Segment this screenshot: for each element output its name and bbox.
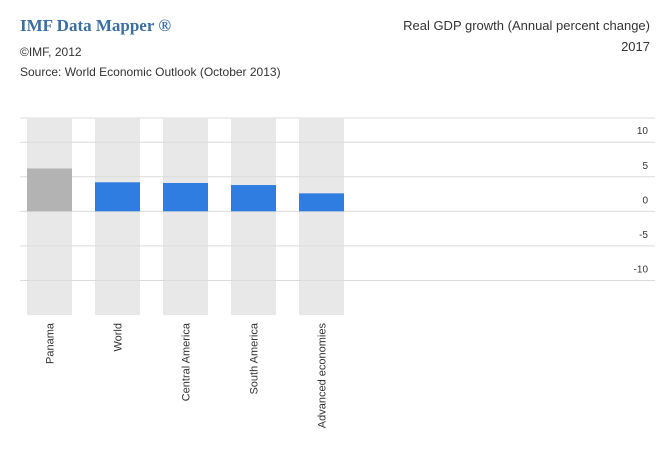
x-tick-label: Advanced economies <box>317 323 329 429</box>
y-tick-label: -5 <box>639 230 648 241</box>
column-band <box>27 118 72 315</box>
x-tick-label: Central America <box>181 322 193 401</box>
chart-title: Real GDP growth (Annual percent change) <box>403 18 650 33</box>
column-band <box>231 118 276 315</box>
bar <box>231 185 276 212</box>
bar <box>27 168 72 212</box>
x-tick-label: South America <box>249 322 261 394</box>
column-band <box>299 118 344 315</box>
bar <box>95 182 140 212</box>
source: Source: World Economic Outlook (October … <box>20 65 281 79</box>
bar <box>163 182 208 212</box>
x-tick-label: World <box>113 323 125 352</box>
column-band <box>163 118 208 315</box>
column-band <box>95 118 140 315</box>
y-tick-label: 10 <box>637 126 649 137</box>
x-tick-label: Panama <box>45 322 57 364</box>
brand: IMF Data Mapper ® <box>20 16 171 35</box>
y-tick-label: 5 <box>642 161 648 172</box>
bar <box>299 193 344 212</box>
chart-subtitle: 2017 <box>621 39 650 54</box>
y-tick-label: 0 <box>642 195 648 206</box>
y-tick-label: -10 <box>634 264 649 275</box>
copyright: ©IMF, 2012 <box>20 45 82 59</box>
